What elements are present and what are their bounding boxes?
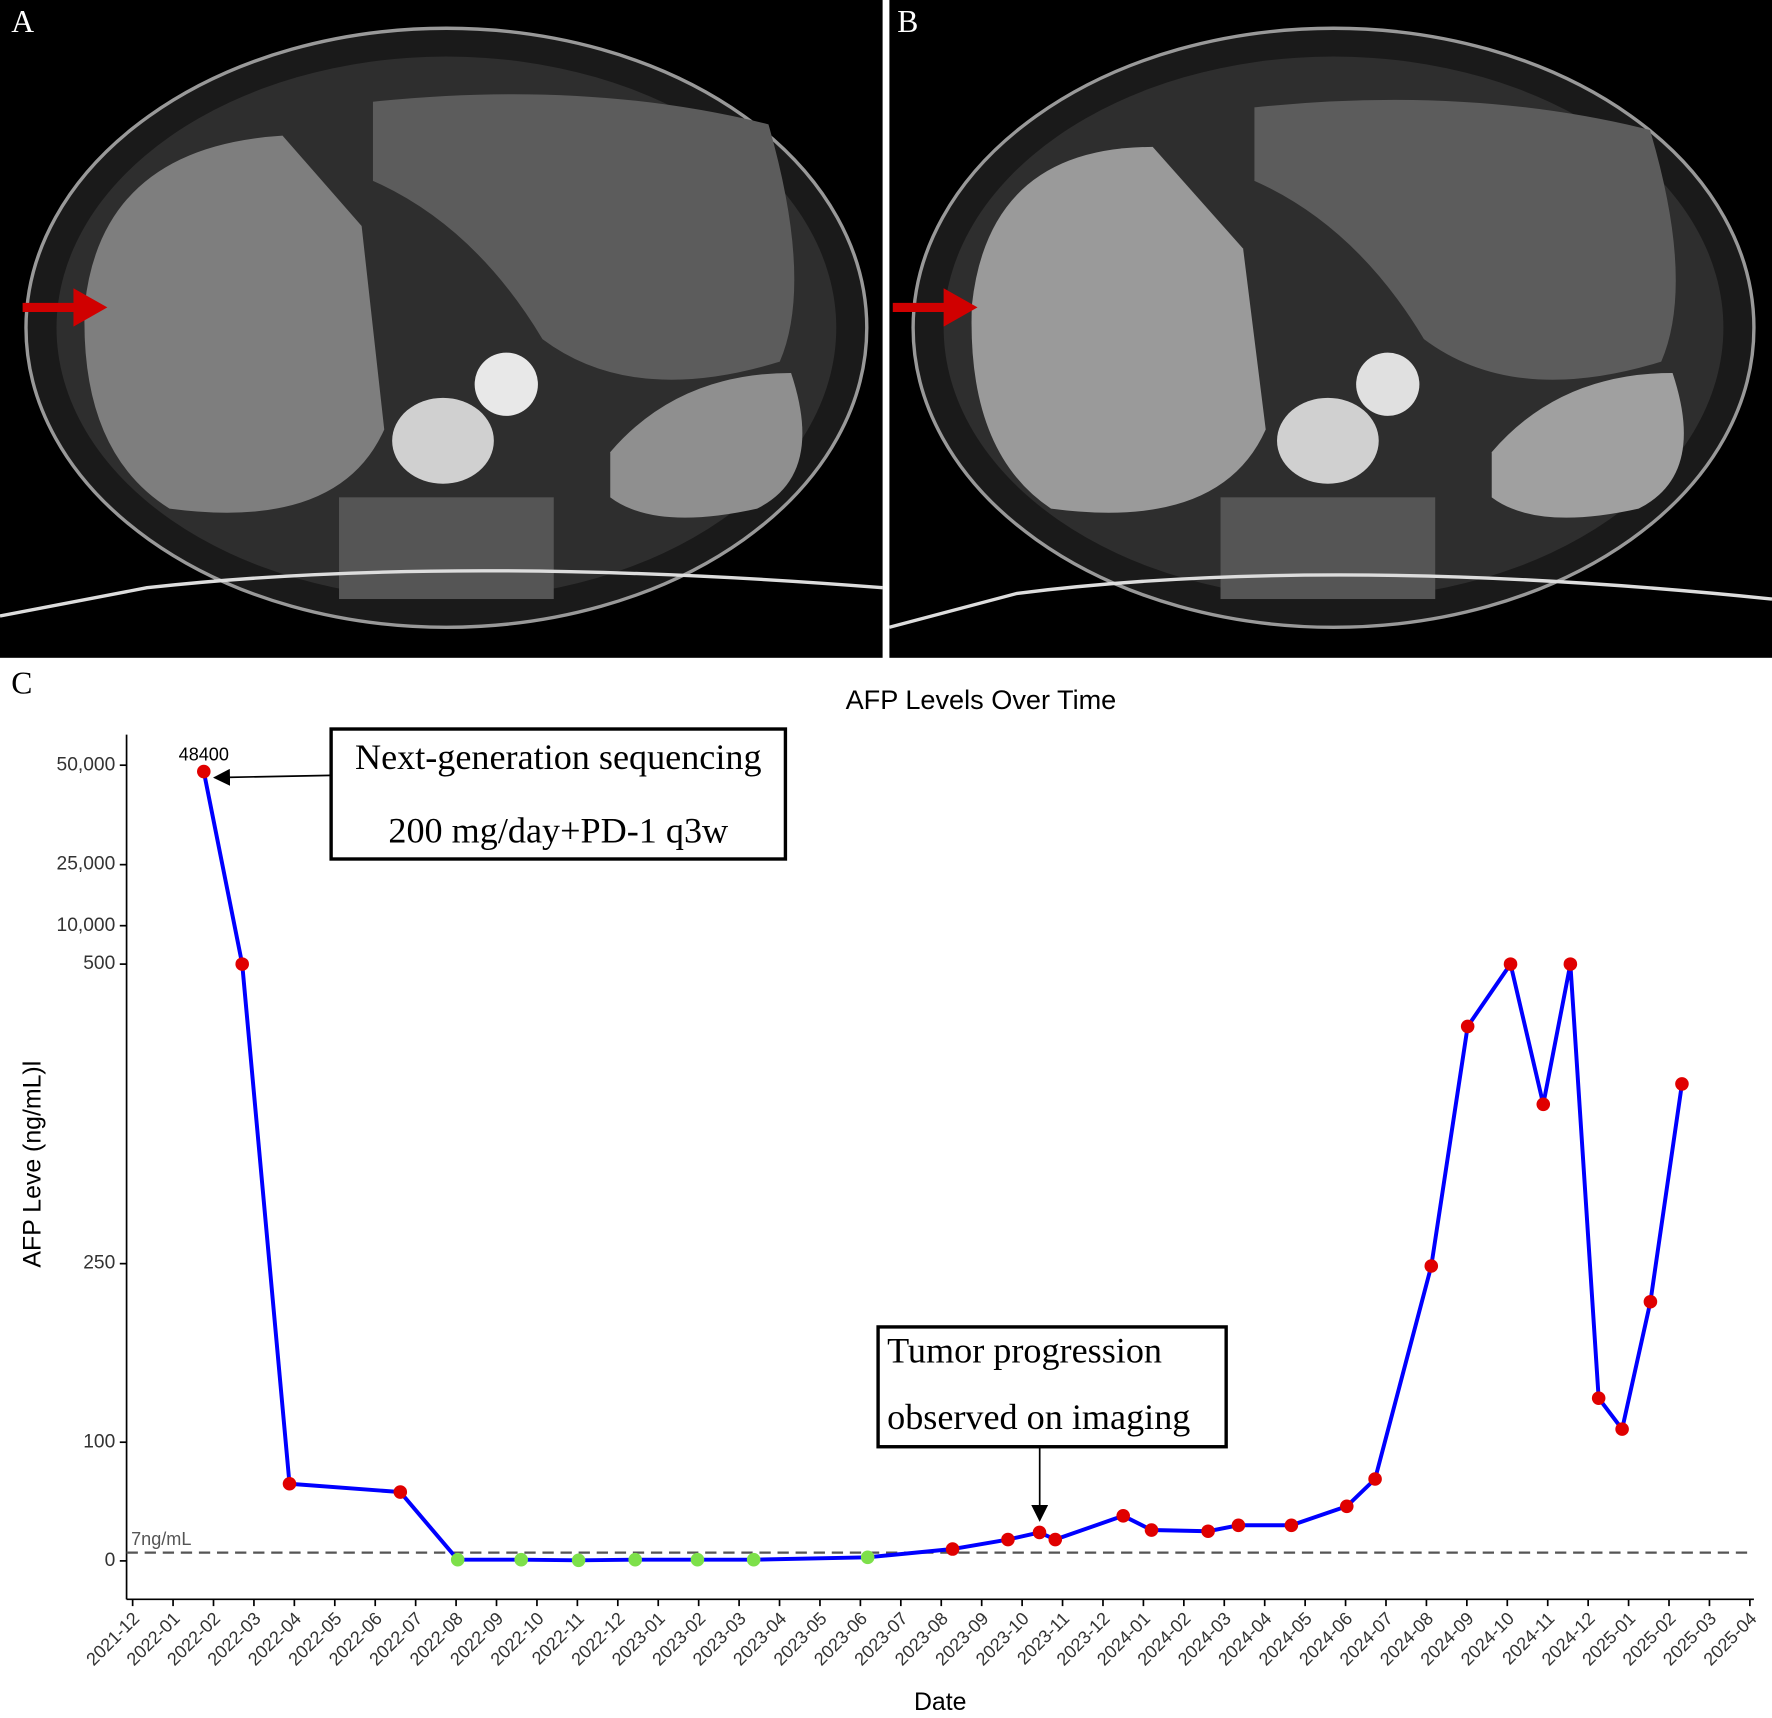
data-point	[1563, 957, 1578, 971]
data-point	[1048, 1532, 1063, 1547]
data-point	[450, 1552, 465, 1567]
annotation-arrow	[213, 768, 332, 786]
panel-label: B	[897, 4, 918, 39]
data-point	[1032, 1525, 1047, 1540]
data-point	[945, 1542, 960, 1556]
y-axis-title: AFP Leve (ng/mL)l	[18, 1061, 46, 1268]
data-point	[1643, 1294, 1658, 1309]
data-point	[860, 1550, 875, 1565]
data-point	[628, 1552, 642, 1567]
panel-label: A	[11, 4, 34, 39]
y-tick-label: 10,000	[57, 915, 116, 936]
data-point	[1116, 1509, 1130, 1523]
data-point	[282, 1476, 297, 1491]
data-point	[1536, 1097, 1551, 1112]
data-point	[1675, 1077, 1689, 1091]
y-tick-label: 500	[83, 953, 115, 974]
data-point	[1001, 1532, 1015, 1547]
data-point	[1339, 1499, 1354, 1514]
annotation-box	[876, 1325, 1228, 1449]
data-point	[1591, 1391, 1606, 1405]
data-point	[1615, 1422, 1629, 1436]
data-point	[1231, 1518, 1246, 1533]
data-point	[514, 1552, 528, 1567]
annotation-text: Next-generation sequencing	[355, 737, 762, 777]
data-point	[197, 764, 211, 779]
data-point	[235, 957, 249, 971]
data-point	[571, 1553, 586, 1568]
ct-image-b	[888, 0, 1772, 658]
chart-title: AFP Levels Over Time	[846, 684, 1117, 715]
data-point	[1144, 1523, 1159, 1537]
data-point	[746, 1552, 761, 1567]
data-point	[393, 1485, 408, 1499]
annotation-text: observed on imaging	[887, 1397, 1190, 1437]
data-point	[1284, 1518, 1299, 1533]
panel-label: C	[11, 665, 32, 700]
x-axis-title: Date	[914, 1688, 967, 1716]
annotation-text: Tumor progression	[887, 1330, 1162, 1370]
y-tick-label: 100	[83, 1431, 115, 1452]
y-tick-label: 250	[83, 1253, 115, 1274]
ct-image-a	[0, 0, 883, 658]
data-label: 48400	[179, 745, 229, 765]
data-point	[1424, 1259, 1439, 1273]
data-point	[1503, 957, 1518, 971]
annotation-box	[329, 727, 788, 861]
data-point	[1201, 1524, 1215, 1539]
y-tick-label: 0	[105, 1550, 116, 1571]
data-point	[690, 1552, 705, 1567]
data-point	[1460, 1019, 1475, 1034]
y-tick-label: 25,000	[57, 854, 116, 875]
reference-label: 7ng/mL	[131, 1529, 191, 1549]
annotation-text: 200 mg/day+PD-1 q3w	[388, 810, 728, 850]
data-point	[1368, 1472, 1382, 1486]
y-tick-label: 50,000	[57, 754, 116, 775]
